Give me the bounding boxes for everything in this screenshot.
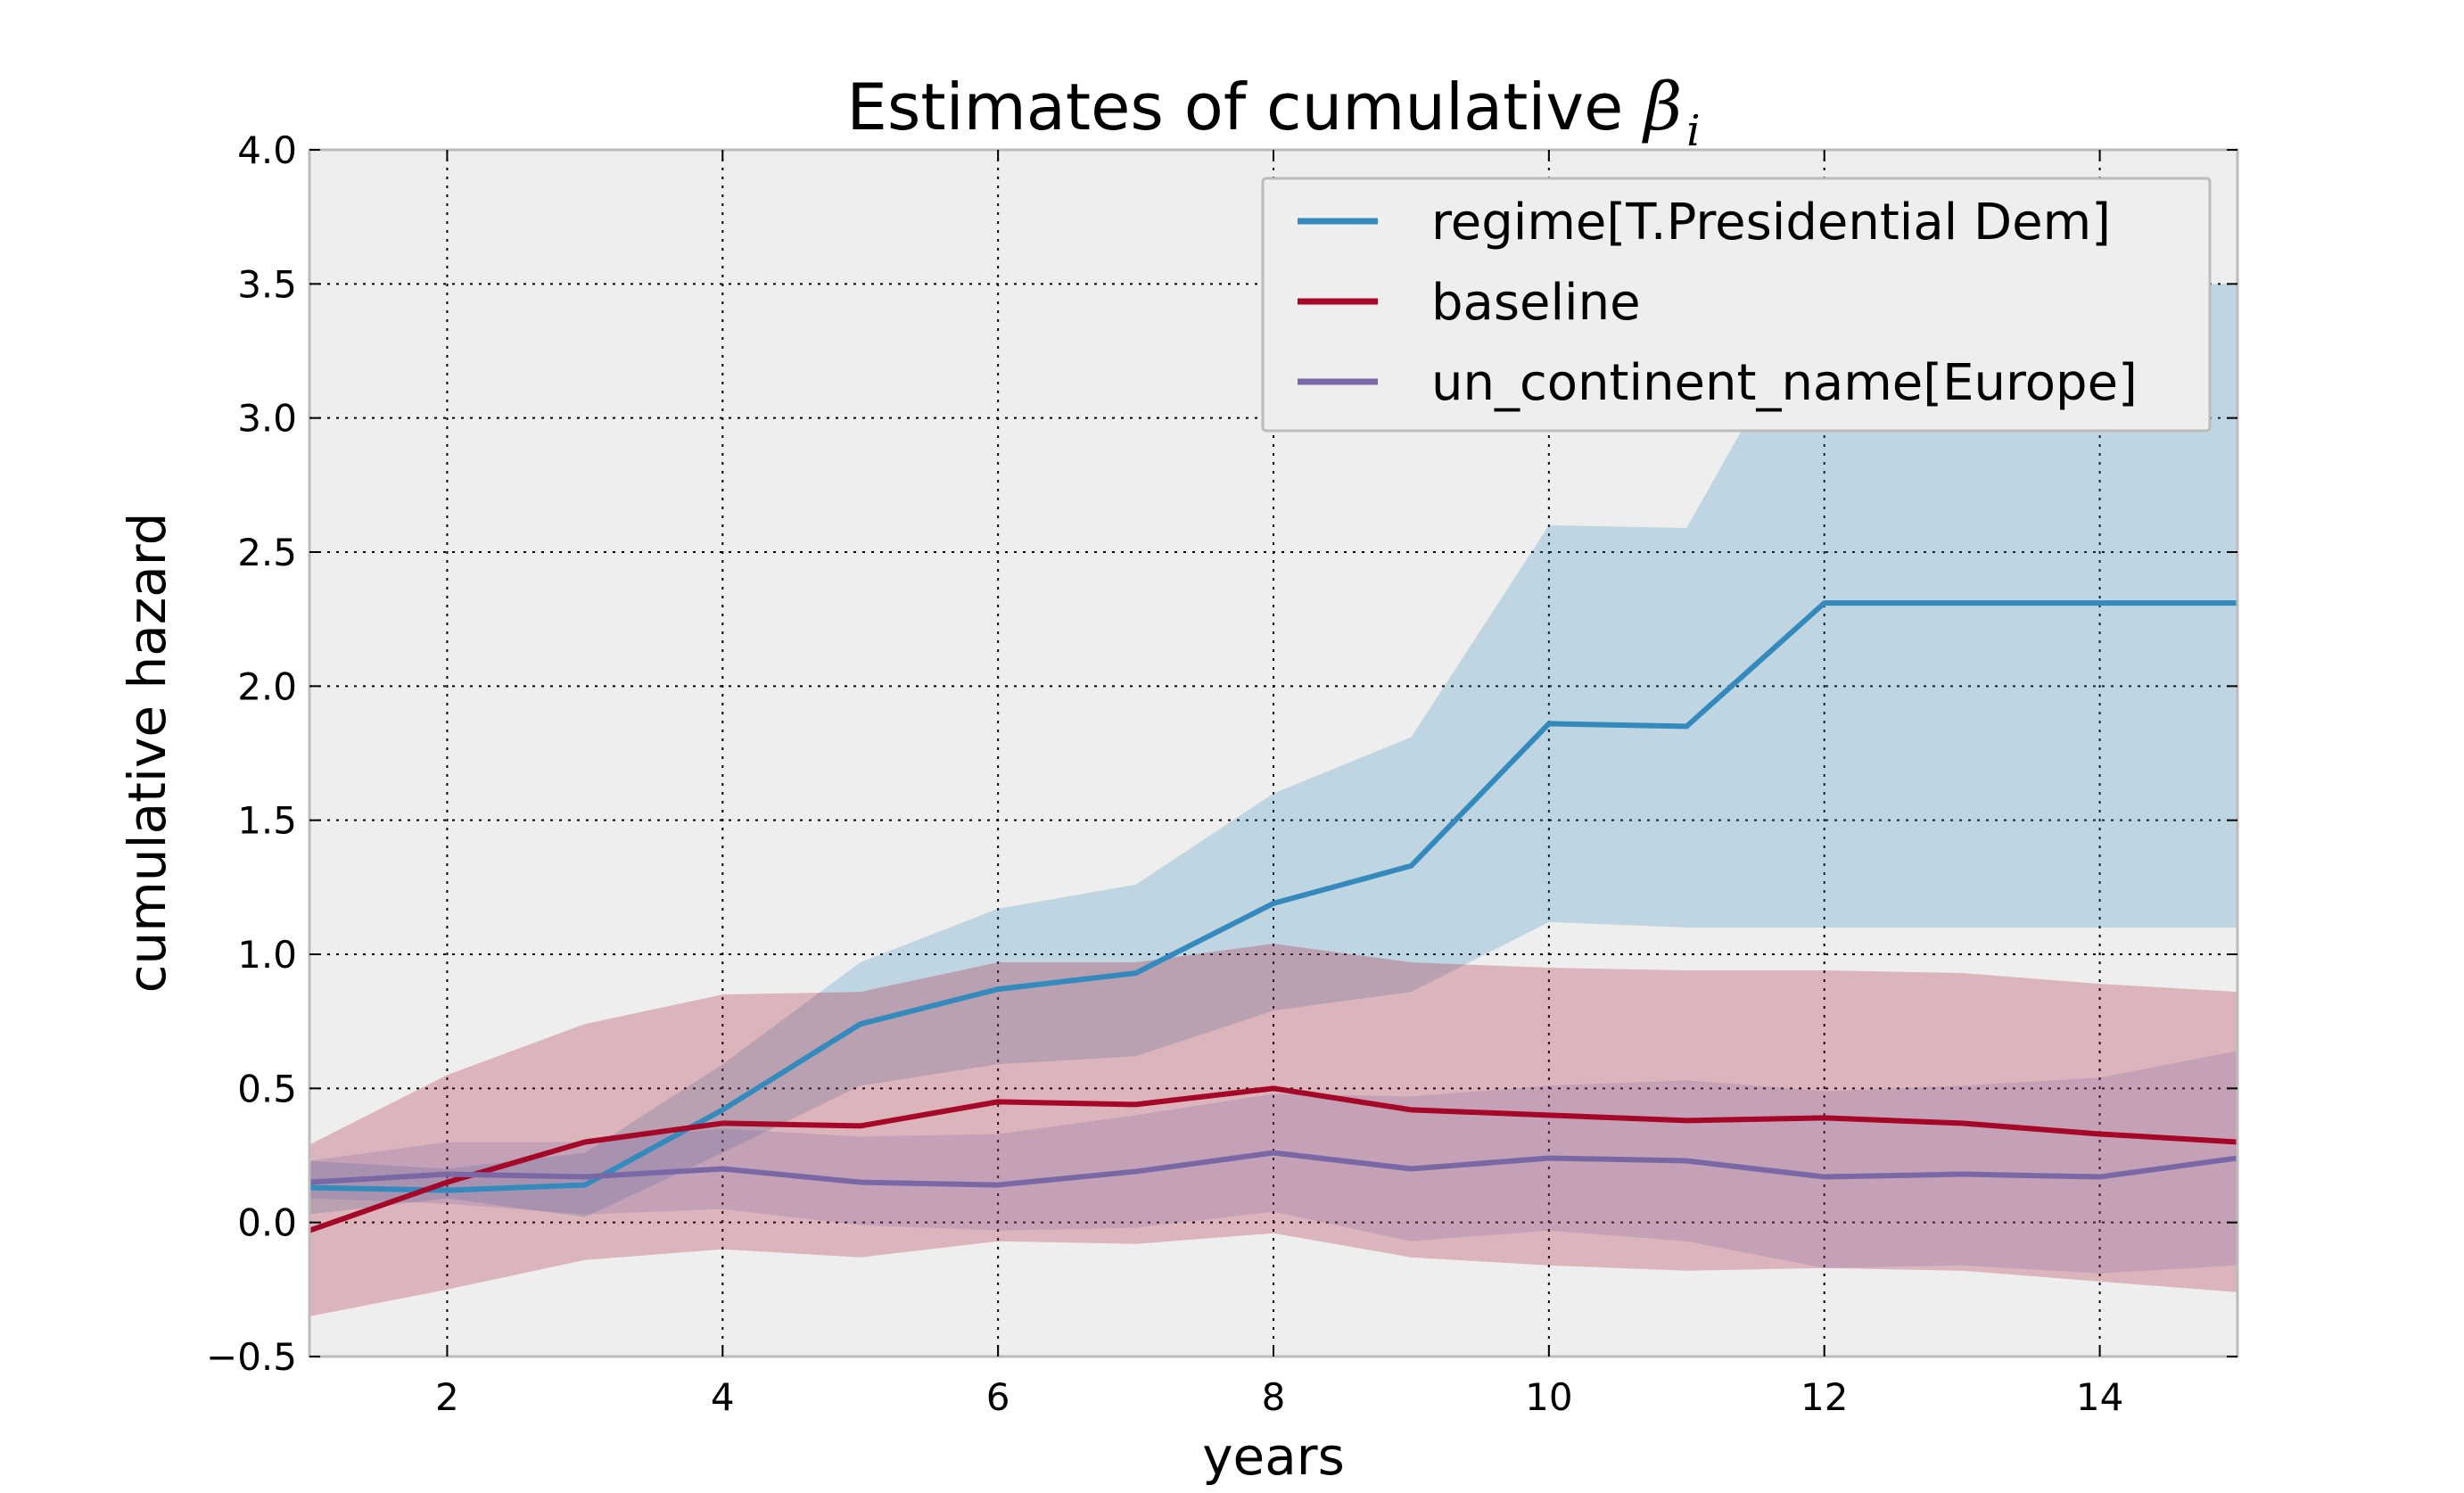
x-tick-label: 8 — [1262, 1375, 1286, 1419]
x-tick-label: 14 — [2076, 1375, 2123, 1419]
x-tick-label: 10 — [1525, 1375, 1572, 1419]
band-regime — [309, 284, 2237, 1217]
y-tick-label: 3.5 — [237, 262, 297, 306]
y-tick-label: −0.5 — [206, 1335, 297, 1379]
x-tick-label: 6 — [986, 1375, 1010, 1419]
y-tick-label: 4.0 — [237, 128, 297, 172]
legend-label-regime: regime[T.Presidential Dem] — [1431, 194, 2111, 252]
y-axis-ticks: −0.5 0.0 0.5 1.0 1.5 2.0 2.5 3.0 3.5 4.0 — [206, 128, 2237, 1379]
y-tick-label: 1.0 — [237, 933, 297, 977]
legend-box — [1261, 177, 2212, 433]
x-tick-label: 2 — [435, 1375, 459, 1419]
band-europe — [309, 1051, 2237, 1274]
band-baseline — [309, 943, 2237, 1316]
x-tick-label: 4 — [711, 1375, 735, 1419]
y-tick-label: 2.5 — [237, 531, 297, 574]
y-axis-label: cumulative hazard — [117, 513, 177, 994]
y-tick-label: 1.5 — [237, 799, 297, 843]
y-tick-label: 0.5 — [237, 1067, 297, 1110]
line-baseline — [309, 1085, 2237, 1233]
x-axis-ticks: 2 4 6 8 10 12 14 — [435, 150, 2123, 1419]
legend: regime[T.Presidential Dem] baseline un_c… — [1261, 177, 2212, 433]
y-tick-label: 3.0 — [237, 397, 297, 441]
chart-title: Estimates of cumulative β i — [846, 69, 1700, 156]
series-lines — [309, 600, 2237, 1233]
y-tick-label: 0.0 — [237, 1201, 297, 1245]
line-europe — [309, 1150, 2237, 1188]
legend-label-europe: un_continent_name[Europe] — [1431, 354, 2138, 412]
x-axis-label: years — [1202, 1426, 1345, 1487]
x-tick-label: 12 — [1801, 1375, 1848, 1419]
legend-label-baseline: baseline — [1431, 274, 1641, 332]
confidence-bands — [309, 284, 2237, 1316]
y-tick-label: 2.0 — [237, 664, 297, 708]
line-regime — [309, 600, 2237, 1193]
